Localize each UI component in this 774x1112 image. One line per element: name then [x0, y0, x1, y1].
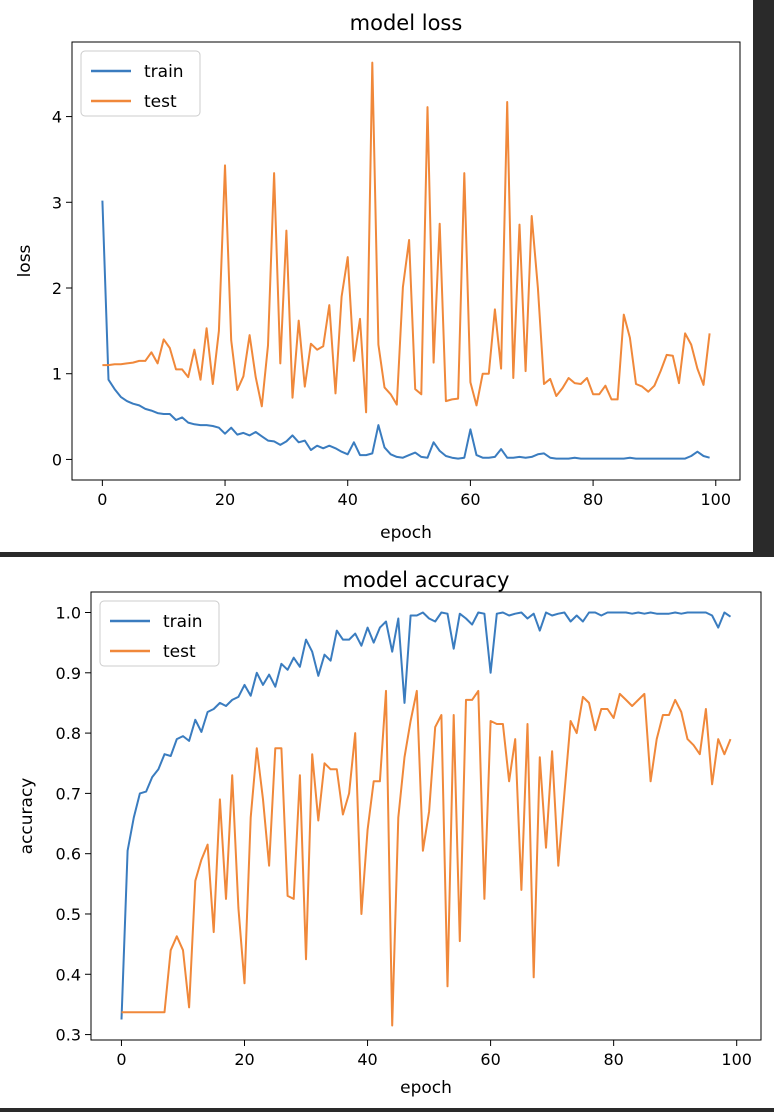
x-axis-label: epoch [400, 1078, 452, 1098]
loss-chart: model loss 0 20 40 60 80 100 0 1 2 3 4 epoch loss trai… [15, 11, 741, 543]
x-tick-label: 40 [357, 1050, 377, 1069]
plot-area-frame [90, 591, 762, 1041]
x-tick-label: 80 [583, 490, 603, 509]
legend-label-test: test [144, 92, 177, 112]
accuracy-chart-panel: model accuracy 0 20 40 60 80 100 0.3 0.4 0.5 0.6 0.… [0, 557, 774, 1108]
x-tick-label: 20 [215, 490, 235, 509]
x-tick-label: 100 [721, 1050, 752, 1069]
y-tick-label: 0.7 [56, 784, 81, 803]
y-tick-label: 0.4 [56, 965, 81, 984]
x-tick-label: 60 [480, 1050, 500, 1069]
series-line-train [101, 200, 710, 460]
legend-box [99, 600, 220, 667]
y-axis-label: accuracy [17, 778, 37, 855]
x-tick-label: 20 [234, 1050, 254, 1069]
y-tick-label: 4 [52, 108, 62, 127]
chart-title: model accuracy [343, 568, 510, 592]
x-tick-label: 60 [460, 490, 480, 509]
legend-box [80, 50, 201, 117]
y-tick-label: 2 [52, 279, 62, 298]
legend-label-train: train [163, 612, 203, 632]
y-tick-label: 0.9 [56, 664, 81, 683]
series-line-test [121, 689, 732, 1027]
y-tick-label: 0 [52, 450, 62, 469]
y-tick-label: 0.5 [56, 905, 81, 924]
y-axis-label: loss [15, 244, 35, 277]
x-tick-label: 100 [700, 490, 731, 509]
series-line-test [102, 61, 711, 414]
chart-title: model loss [350, 11, 463, 35]
x-axis-label: epoch [380, 523, 432, 543]
y-tick-label: 3 [52, 193, 62, 212]
series-line-train [120, 611, 732, 1020]
x-tick-label: 80 [603, 1050, 623, 1069]
loss-chart-panel: model loss 0 20 40 60 80 100 0 1 2 3 4 epoch loss trai… [0, 0, 753, 552]
legend-label-test: test [163, 642, 196, 662]
plot-area-frame [71, 41, 741, 481]
y-tick-label: 0.6 [56, 845, 81, 864]
y-tick-label: 0.3 [56, 1026, 81, 1045]
y-tick-label: 1.0 [56, 604, 81, 623]
x-tick-label: 40 [338, 490, 358, 509]
y-tick-label: 0.8 [56, 724, 81, 743]
accuracy-chart: model accuracy 0 20 40 60 80 100 0.3 0.4 0.5 0.6 0.… [17, 568, 762, 1098]
y-tick-label: 1 [52, 365, 62, 384]
x-tick-label: 0 [97, 490, 107, 509]
x-tick-label: 0 [116, 1050, 126, 1069]
legend-label-train: train [144, 62, 184, 82]
